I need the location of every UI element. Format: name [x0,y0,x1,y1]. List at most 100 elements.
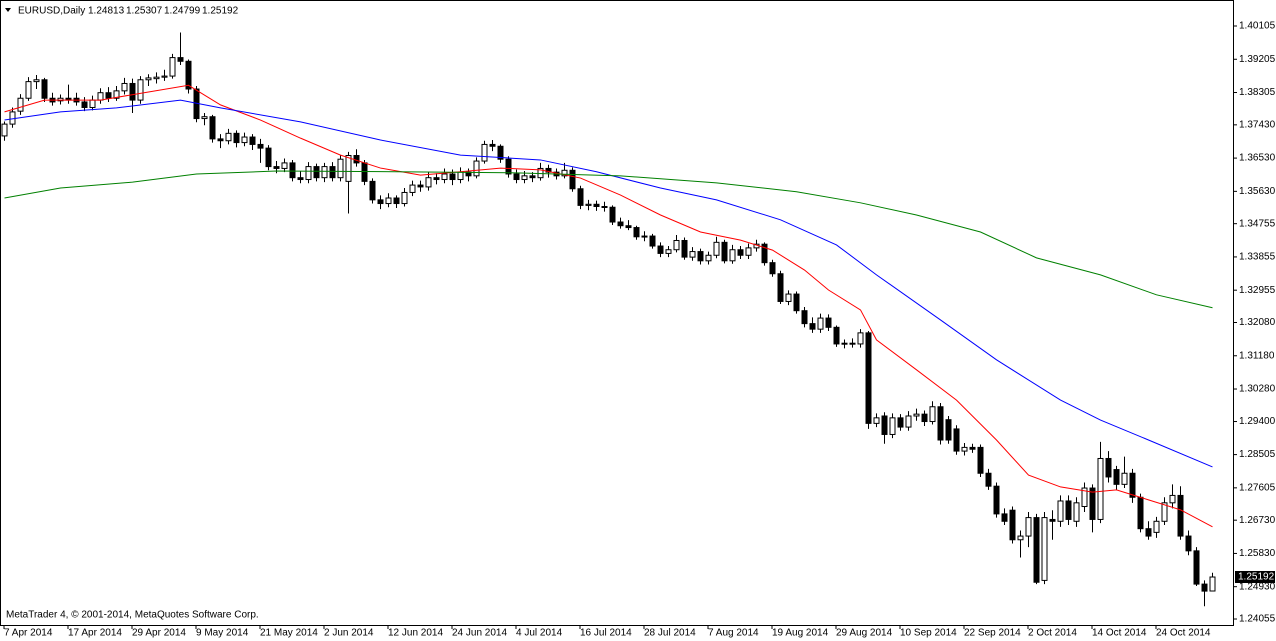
candle-body [1185,535,1192,552]
x-tick-label: 7 Apr 2014 [4,628,53,639]
candle-body [689,251,696,258]
candle-body [593,203,600,207]
candle-body [169,57,176,77]
x-tick-label: 29 Aug 2014 [836,628,893,639]
candle-body [1209,576,1216,592]
candle-body [81,101,88,108]
candle-body [281,162,288,169]
candle-body [841,342,848,345]
candle-body [1001,513,1008,522]
candle-body [361,162,368,182]
candle-body [457,171,464,181]
menu-icon[interactable] [5,8,11,12]
x-tick-label: 29 Apr 2014 [132,628,186,639]
candle-body [433,177,440,181]
candle-body [201,116,208,120]
candle-body [1017,535,1024,541]
y-tick-label: 1.37430 [1239,119,1276,130]
candle-body [657,245,664,254]
candle-body [561,169,568,177]
candle-body [9,111,16,125]
x-tick-label: 2 Jun 2014 [324,628,374,639]
candle-body [633,227,640,238]
candle-body [937,406,944,441]
candle-body [1177,494,1184,537]
candle-body [529,175,536,179]
candle-body [33,79,40,83]
y-tick-label: 1.40105 [1239,21,1276,32]
candle-body [1089,487,1096,520]
candle-body [377,199,384,205]
candle-body [729,249,736,262]
candle-body [1,123,8,137]
y-tick-label: 1.24930 [1239,581,1276,592]
candle-body [833,326,840,345]
candle-body [577,188,584,206]
y-tick-label: 1.27605 [1239,482,1276,493]
candle-body [825,317,832,328]
x-tick-label: 16 Jul 2014 [580,628,632,639]
candle-body [897,417,904,428]
candle-body [1057,500,1064,522]
x-tick-label: 4 Jul 2014 [516,628,563,639]
candle-body [809,323,816,330]
y-tick-label: 1.35630 [1239,186,1276,197]
candle-body [521,175,528,181]
candle-body [793,293,800,312]
candle-body [489,143,496,147]
y-tick-label: 1.30280 [1239,384,1276,395]
candle-body [769,262,776,275]
y-tick-label: 1.38305 [1239,87,1276,98]
candle-body [585,203,592,206]
candle-body [297,177,304,181]
candle-body [617,221,624,227]
candle-body [249,136,256,145]
candle-body [209,116,216,140]
footer: MetaTrader 4, © 2001-2014, MetaQuotes So… [6,610,259,621]
y-tick-label: 1.24055 [1239,614,1276,625]
candle-body [481,143,488,162]
candle-body [241,136,248,144]
candle-body [1153,520,1160,533]
candle-body [1129,472,1136,498]
candle-body [1025,517,1032,537]
candle-body [1033,517,1040,583]
candle-body [233,132,240,144]
candle-body [929,406,936,423]
candle-body [1081,487,1088,508]
candle-body [713,241,720,256]
candle-body [1009,509,1016,541]
candle-body [161,75,168,78]
candle-body [353,155,360,164]
close-value: 1.25192 [202,6,239,17]
candle-body [993,485,1000,515]
candle-body [641,235,648,238]
candle-body [945,419,952,441]
candle-body [1073,502,1080,522]
y-tick-label: 1.31180 [1239,350,1275,361]
candle-body [57,97,64,102]
candle-body [1145,528,1152,537]
candle-body [145,77,152,81]
y-tick-label: 1.34755 [1239,218,1276,229]
candle-body [17,97,24,112]
candle-body [41,79,48,99]
candle-body [1113,469,1120,485]
y-tick-label: 1.28505 [1239,449,1276,460]
candle-body [817,317,824,330]
candle-body [409,184,416,193]
candle-body [785,293,792,302]
open-value: 1.24813 [88,6,125,17]
candle-body [305,166,312,181]
x-tick-label: 14 Oct 2014 [1092,628,1147,639]
candle-body [761,243,768,264]
candle-body [185,60,192,90]
candle-body [505,158,512,175]
low-value: 1.24799 [164,6,201,17]
y-tick-label: 1.39205 [1239,54,1276,65]
plot-frame [0,0,1234,626]
candle-body [873,417,880,424]
candle-body [921,413,928,423]
x-tick-label: 19 Aug 2014 [772,628,829,639]
candle-body [497,145,504,160]
